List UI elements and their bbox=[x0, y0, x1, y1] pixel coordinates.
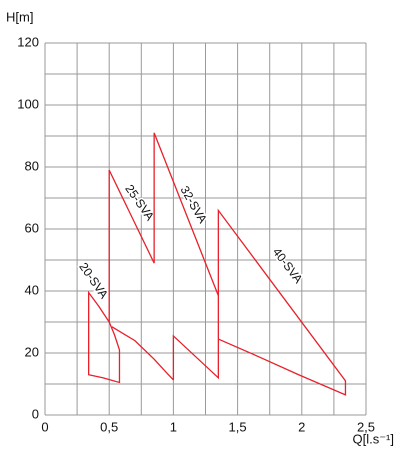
x-tick-label: 0 bbox=[41, 419, 48, 434]
series-line bbox=[217, 208, 347, 396]
y-tick-label: 120 bbox=[17, 34, 39, 49]
y-tick-label: 40 bbox=[25, 282, 39, 297]
series-line bbox=[153, 132, 219, 380]
series-line bbox=[108, 169, 174, 381]
y-axis-label: H[m] bbox=[6, 9, 33, 24]
series-label: 25-SVA bbox=[122, 182, 157, 223]
series-label: 20-SVA bbox=[76, 260, 111, 301]
x-tick-label: 1 bbox=[170, 419, 177, 434]
y-tick-label: 80 bbox=[25, 158, 39, 173]
x-tick-label: 2,5 bbox=[357, 419, 375, 434]
series-line bbox=[88, 290, 121, 384]
x-tick-label: 1,5 bbox=[229, 419, 247, 434]
y-tick-label: 20 bbox=[25, 344, 39, 359]
y-tick-label: 100 bbox=[17, 96, 39, 111]
x-tick-label: 0,5 bbox=[100, 419, 118, 434]
y-tick-label: 60 bbox=[25, 220, 39, 235]
series-label: 40-SVA bbox=[270, 245, 306, 286]
y-tick-label: 0 bbox=[32, 406, 39, 421]
x-axis-label: Q[l.s⁻¹] bbox=[352, 431, 394, 446]
x-tick-label: 2 bbox=[298, 419, 305, 434]
